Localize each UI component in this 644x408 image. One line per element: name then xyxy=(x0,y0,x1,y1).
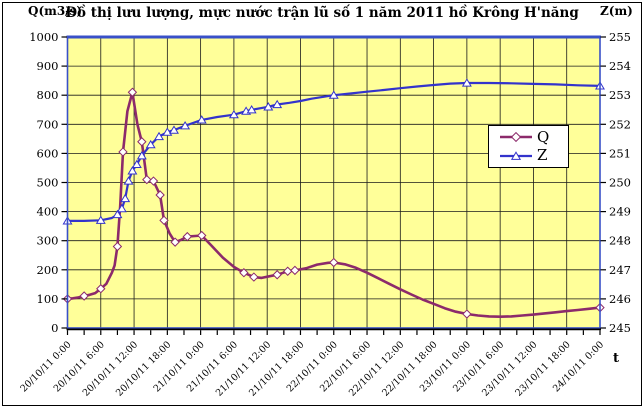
right-tick-label: 251 xyxy=(609,146,631,160)
right-tick-label: 250 xyxy=(609,176,631,190)
left-tick-label: 1000 xyxy=(29,30,58,44)
left-tick-label: 300 xyxy=(37,234,59,248)
q-marker xyxy=(127,87,138,97)
q-marker xyxy=(239,268,249,278)
z-marker xyxy=(169,125,179,134)
z-marker xyxy=(112,209,123,219)
legend-marker xyxy=(510,132,522,143)
right-tick-label: 247 xyxy=(609,263,631,277)
z-marker xyxy=(136,150,147,160)
right-tick-label: 255 xyxy=(609,30,631,44)
left-tick-label: 0 xyxy=(51,321,58,335)
q-marker xyxy=(112,241,123,252)
z-marker xyxy=(116,203,127,213)
q-marker xyxy=(290,265,300,276)
q-marker xyxy=(79,291,89,301)
chart-title: Đồ thị lưu lượng, mực nước trận lũ số 1 … xyxy=(65,5,579,21)
q-marker xyxy=(170,237,180,247)
z-marker xyxy=(263,102,274,111)
z-marker xyxy=(123,176,134,185)
left-tick-label: 800 xyxy=(37,88,59,102)
legend-item-z: Z xyxy=(498,148,568,163)
z-marker xyxy=(328,90,339,99)
z-marker xyxy=(180,120,191,130)
z-marker xyxy=(120,193,131,203)
q-marker xyxy=(249,272,259,282)
q-marker xyxy=(462,309,472,319)
q-line-sample-icon xyxy=(500,132,532,143)
legend-marker xyxy=(510,151,522,160)
z-line-sample-icon xyxy=(500,151,532,160)
left-tick-label: 900 xyxy=(37,59,59,73)
legend-item-q: Q xyxy=(498,127,568,146)
q-marker xyxy=(96,284,106,294)
z-marker xyxy=(461,78,472,87)
left-tick-label: 500 xyxy=(37,176,59,190)
right-axis-title: Z(m) xyxy=(600,4,633,18)
right-tick-label: 249 xyxy=(609,205,631,219)
chart-legend: Q Z xyxy=(488,125,569,168)
q-marker xyxy=(159,215,169,226)
z-marker xyxy=(131,159,142,169)
left-tick-label: 100 xyxy=(37,292,59,306)
left-tick-label: 600 xyxy=(37,146,59,160)
q-marker xyxy=(272,270,282,280)
left-tick-label: 200 xyxy=(37,263,59,277)
q-marker xyxy=(182,231,193,242)
right-tick-label: 253 xyxy=(609,88,631,102)
right-tick-label: 245 xyxy=(609,321,631,335)
right-tick-label: 254 xyxy=(609,59,631,73)
z-marker xyxy=(246,104,257,114)
legend-label-q: Q xyxy=(537,127,550,146)
q-marker xyxy=(142,174,152,185)
q-marker xyxy=(148,176,159,186)
left-tick-label: 400 xyxy=(37,205,59,219)
q-marker xyxy=(118,147,128,157)
right-tick-label: 246 xyxy=(609,292,631,306)
q-marker xyxy=(329,257,339,268)
z-marker xyxy=(145,139,156,149)
q-marker xyxy=(283,266,293,276)
z-marker xyxy=(272,99,283,109)
q-marker xyxy=(197,230,207,241)
right-tick-label: 248 xyxy=(609,234,631,248)
legend-label-z: Z xyxy=(537,146,548,165)
z-marker xyxy=(196,115,207,124)
left-tick-label: 700 xyxy=(37,117,59,131)
left-axis-title: Q(m3/s) xyxy=(28,4,82,18)
z-marker xyxy=(228,109,239,119)
x-axis-title: t xyxy=(613,351,620,366)
z-marker xyxy=(127,166,138,175)
right-tick-label: 252 xyxy=(609,117,631,131)
z-marker xyxy=(154,131,165,141)
q-marker xyxy=(137,137,147,147)
q-marker xyxy=(155,190,165,200)
z-marker xyxy=(95,215,106,224)
